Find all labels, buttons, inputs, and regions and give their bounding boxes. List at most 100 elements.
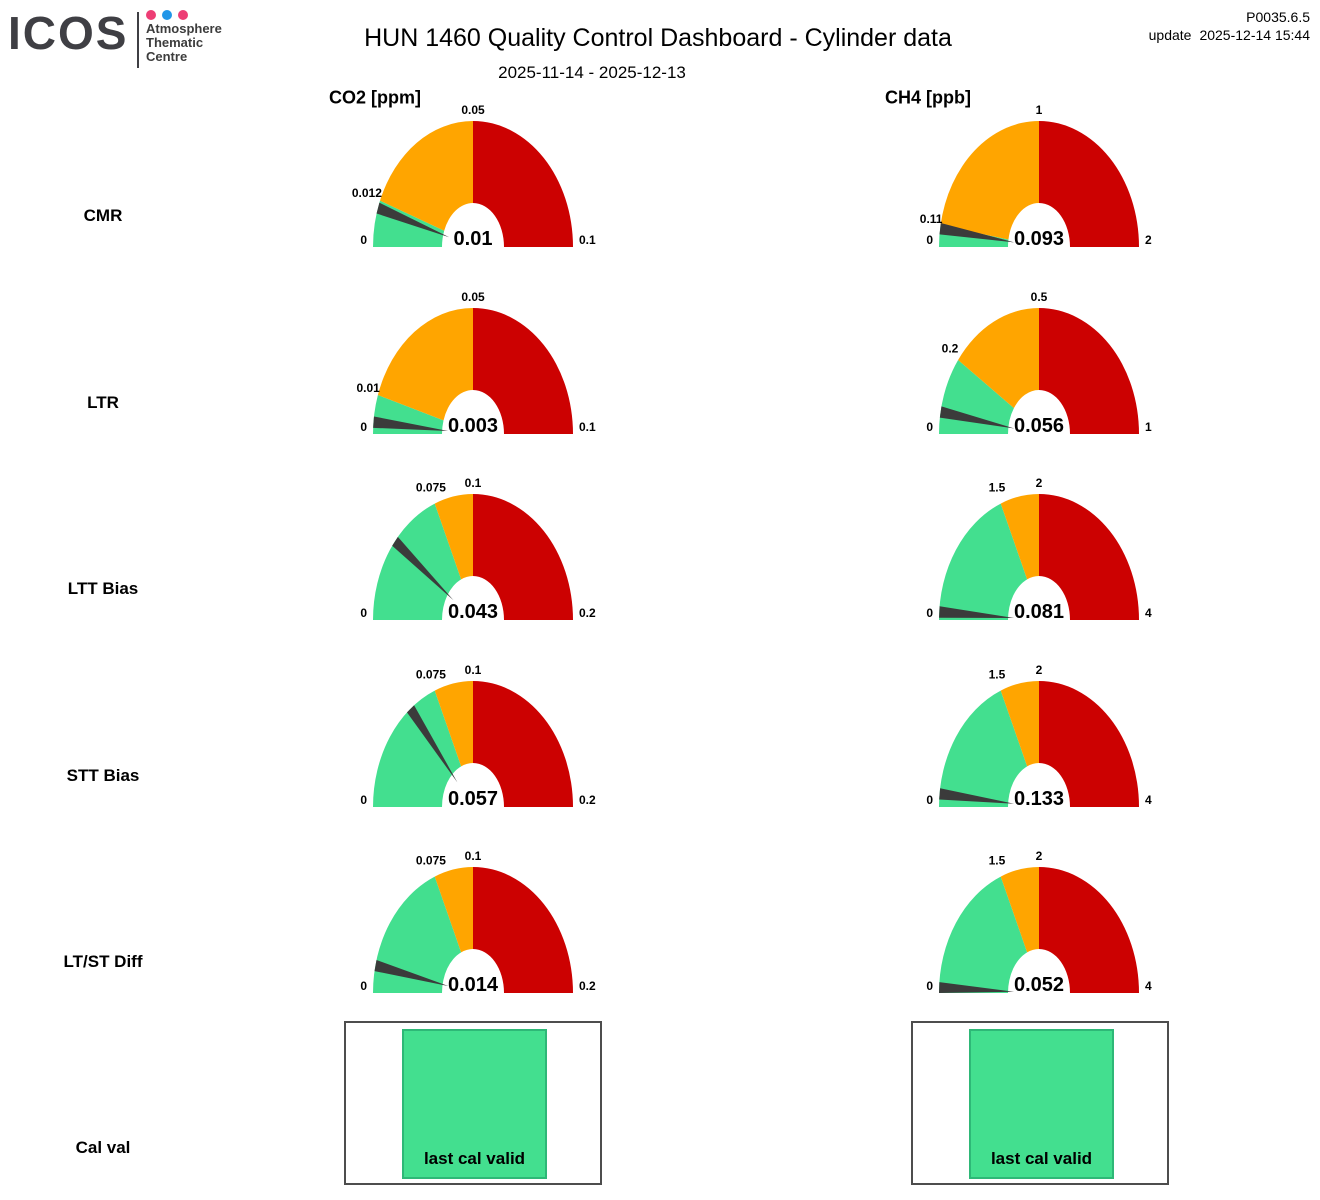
gauge-tick-label: 1.5	[989, 668, 1006, 682]
gauge-tick-label: 0.1	[579, 233, 596, 247]
gauge-tick-label: 0	[360, 606, 367, 620]
org-name: Atmosphere Thematic Centre	[146, 22, 222, 64]
gauge-tick-label: 2	[1036, 476, 1043, 490]
gauge-tick-label: 0.075	[416, 481, 446, 495]
gauge-tick-label: 1.5	[989, 854, 1006, 868]
gauge-tick-label: 0.075	[416, 854, 446, 868]
gauge-segment-red	[1039, 308, 1139, 434]
gauge-tick-label: 0	[926, 606, 933, 620]
gauge-tick-label: 2	[1145, 233, 1152, 247]
gauge-tick-label: 4	[1145, 979, 1152, 993]
gauge-segment-orange	[434, 494, 473, 580]
org-line: Centre	[146, 49, 188, 64]
gauge-needle	[407, 705, 458, 783]
gauge-segment-green	[373, 876, 462, 993]
gauge-stt-bias-co2-ppm: 0 0.075 0.1 0.2 0.057	[360, 663, 596, 810]
update-timestamp: 2025-12-14 15:44	[1199, 27, 1310, 43]
gauge-tick-label: 0.01	[356, 381, 380, 395]
gauge-ltt-bias-co2-ppm: 0 0.075 0.1 0.2 0.043	[360, 476, 596, 623]
org-line: Atmosphere	[146, 21, 222, 36]
gauge-segment-green	[939, 876, 1028, 993]
gauge-tick-label: 0.5	[1031, 290, 1048, 304]
gauge-tick-label: 0.2	[579, 606, 596, 620]
gauge-segment-green	[939, 690, 1028, 807]
gauge-tick-label: 0.012	[352, 186, 382, 200]
gauge-tick-label: 0.075	[416, 668, 446, 682]
gauge-segment-orange	[940, 121, 1039, 240]
gauge-segment-orange	[958, 308, 1039, 409]
gauge-value: 0.133	[1014, 788, 1064, 810]
gauge-segment-red	[1039, 681, 1139, 807]
gauge-needle	[939, 982, 1015, 993]
column-header-co2: CO2 [ppm]	[329, 87, 421, 108]
gauge-segment-red	[1039, 494, 1139, 620]
gauge-needle	[939, 223, 1015, 243]
gauge-segment-orange	[434, 681, 473, 767]
gauge-tick-label: 0	[926, 233, 933, 247]
gauge-tick-label: 0	[360, 420, 367, 434]
cal-val-status-ch4: last cal valid	[990, 1149, 1093, 1168]
gauge-tick-label: 0	[360, 979, 367, 993]
gauge-segment-red	[473, 867, 573, 993]
gauge-segment-green	[939, 503, 1028, 620]
gauge-segment-red	[1039, 121, 1139, 247]
gauge-value: 0.052	[1014, 974, 1064, 996]
gauge-ltr-ch4-ppb: 0 0.2 0.5 1 0.056	[926, 290, 1152, 437]
gauge-tick-label: 4	[1145, 793, 1152, 807]
gauge-tick-label: 0.1	[465, 476, 482, 490]
gauge-value: 0.043	[448, 601, 498, 623]
row-label-cal-val: Cal val	[75, 1138, 131, 1157]
gauge-tick-label: 0.05	[461, 103, 485, 117]
gauge-segment-red	[473, 121, 573, 247]
gauge-tick-label: 0.11	[920, 212, 943, 226]
gauge-tick-label: 0	[926, 793, 933, 807]
gauge-cmr-co2-ppm: 0 0.012 0.05 0.1 0.01	[352, 103, 596, 250]
gauge-tick-label: 1	[1036, 103, 1043, 117]
gauge-value: 0.01	[454, 228, 493, 250]
gauge-lt-st-diff-ch4-ppb: 0 1.5 2 4 0.052	[926, 849, 1152, 996]
org-line: Thematic	[146, 35, 204, 50]
cal-val-box-co2: last cal valid	[344, 1021, 602, 1185]
gauge-tick-label: 0	[360, 793, 367, 807]
gauge-segment-red	[473, 681, 573, 807]
gauge-segment-orange	[1000, 681, 1039, 767]
update-label: update	[1148, 27, 1192, 43]
cal-val-box-ch4: last cal valid	[911, 1021, 1169, 1185]
gauge-segment-orange	[434, 867, 473, 953]
gauge-segment-red	[473, 494, 573, 620]
brand-dot-icon	[162, 10, 172, 20]
gauge-tick-label: 0.1	[465, 663, 482, 677]
gauge-needle	[374, 959, 449, 987]
gauge-value: 0.003	[448, 415, 498, 437]
gauge-ltt-bias-ch4-ppb: 0 1.5 2 4 0.081	[926, 476, 1152, 623]
gauge-needle	[939, 406, 1015, 429]
gauge-value: 0.014	[448, 974, 499, 996]
gauge-needle	[392, 536, 454, 601]
row-label-lt-st-diff: LT/ST Diff	[63, 952, 143, 971]
cal-val-status-panel-co2: last cal valid	[402, 1029, 547, 1179]
gauge-lt-st-diff-co2-ppm: 0 0.075 0.1 0.2 0.014	[360, 849, 596, 996]
gauge-segment-orange	[1000, 494, 1039, 580]
cal-val-status-co2: last cal valid	[423, 1149, 526, 1168]
gauge-segment-orange	[380, 121, 473, 231]
gauge-segment-green	[373, 690, 462, 807]
gauge-segment-red	[473, 308, 573, 434]
gauge-tick-label: 2	[1036, 663, 1043, 677]
logo-divider	[137, 12, 139, 68]
gauge-tick-label: 0.2	[942, 341, 959, 355]
row-label-cmr: CMR	[83, 206, 123, 225]
gauge-tick-label: 4	[1145, 606, 1152, 620]
gauge-needle	[373, 416, 449, 432]
brand-dot-icon	[146, 10, 156, 20]
gauge-needle	[939, 788, 1015, 804]
row-label-ltt-bias: LTT Bias	[67, 579, 139, 598]
gauge-cmr-ch4-ppb: 0 0.11 1 2 0.093	[920, 103, 1152, 250]
row-label-ltr: LTR	[87, 393, 119, 412]
gauge-value: 0.093	[1014, 228, 1064, 250]
update-line: update 2025-12-14 15:44	[1149, 26, 1310, 44]
gauge-needle	[939, 606, 1015, 618]
gauge-tick-label: 1	[1145, 420, 1152, 434]
gauge-stt-bias-ch4-ppb: 0 1.5 2 4 0.133	[926, 663, 1152, 810]
cal-val-status-panel-ch4: last cal valid	[969, 1029, 1114, 1179]
gauge-needle	[376, 202, 450, 238]
